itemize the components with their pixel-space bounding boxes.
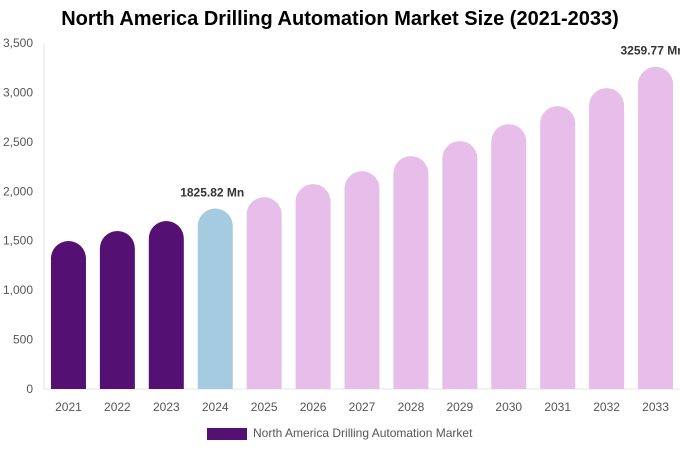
x-tick-label: 2021	[55, 400, 82, 414]
x-tick-label: 2033	[642, 400, 669, 414]
legend-label: North America Drilling Automation Market	[253, 426, 473, 440]
bar-2026	[295, 184, 331, 389]
x-tick-label: 2025	[251, 400, 278, 414]
legend-swatch	[207, 428, 247, 440]
y-tick-label: 2,000	[3, 184, 33, 198]
bar-2024	[197, 208, 233, 389]
bar-2033	[638, 66, 674, 390]
chart-title: North America Drilling Automation Market…	[61, 8, 619, 30]
bar-2031	[540, 106, 576, 389]
x-tick-label: 2028	[398, 400, 425, 414]
x-tick-label: 2030	[495, 400, 522, 414]
x-tick-label: 2023	[153, 400, 180, 414]
y-tick-label: 500	[13, 333, 33, 347]
y-tick-label: 3,000	[3, 85, 33, 99]
bar-2032	[589, 88, 625, 389]
x-tick-label: 2032	[593, 400, 620, 414]
x-tick-label: 2026	[300, 400, 327, 414]
x-tick-label: 2024	[202, 400, 229, 414]
y-tick-label: 0	[26, 382, 33, 396]
y-tick-label: 3,500	[3, 36, 33, 50]
bar-2021	[50, 241, 86, 389]
x-tick-label: 2029	[446, 400, 473, 414]
y-tick-label: 1,000	[3, 283, 33, 297]
y-tick-label: 2,500	[3, 135, 33, 149]
bar-2022	[99, 231, 135, 389]
y-tick-label: 1,500	[3, 234, 33, 248]
bar-2027	[344, 171, 380, 389]
data-label-2024: 1825.82 Mn	[180, 186, 244, 200]
bar-2029	[442, 141, 478, 389]
bar-2028	[393, 156, 429, 389]
x-tick-label: 2027	[349, 400, 376, 414]
bar-2025	[246, 197, 282, 389]
data-label-2033: 3259.77 Mn	[621, 44, 680, 58]
bar-2030	[491, 124, 527, 389]
x-tick-label: 2022	[104, 400, 131, 414]
bar-2023	[148, 221, 184, 389]
x-tick-label: 2031	[544, 400, 571, 414]
